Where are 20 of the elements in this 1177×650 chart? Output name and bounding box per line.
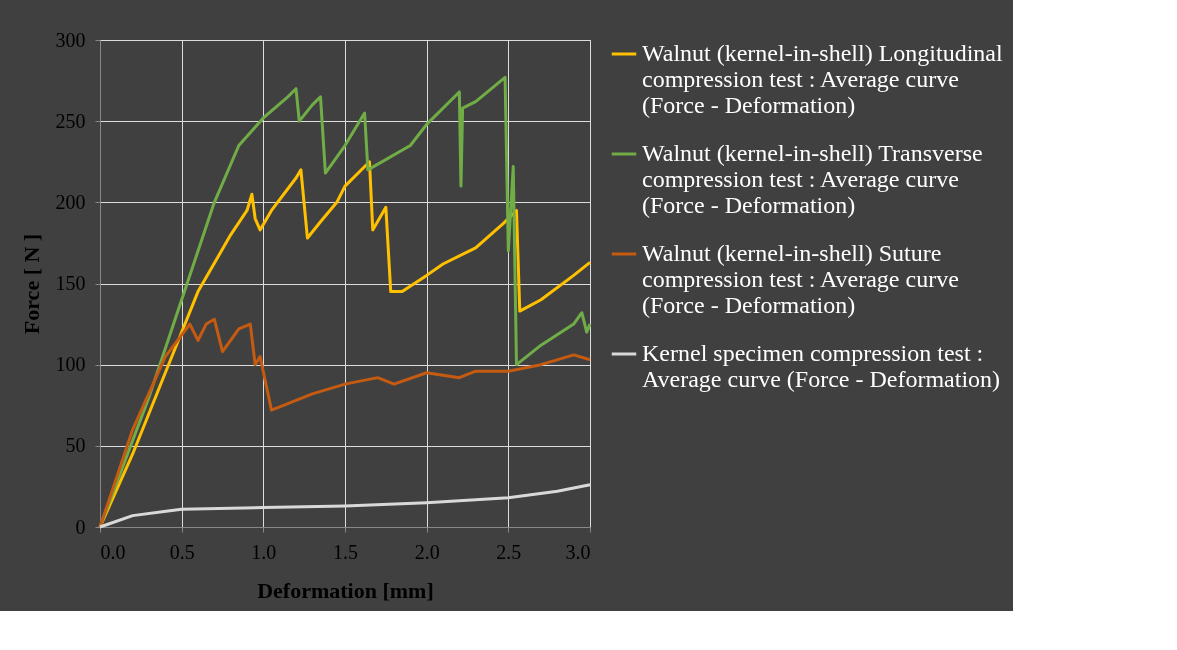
- legend-label: Walnut (kernel-in-shell) Transverse compression test : Average curve (Force - Deformation): [642, 140, 983, 218]
- y-tick-label: 200: [55, 190, 86, 213]
- y-tick-label: 100: [55, 353, 86, 376]
- y-tick-label: 150: [55, 272, 86, 294]
- y-tick-label: 0: [75, 515, 86, 538]
- x-tick-label: 1.0: [251, 540, 277, 563]
- legend-label: Walnut (kernel-in-shell) Longitudinal compression test : Average curve (Force - Deformation): [642, 40, 1003, 118]
- x-tick-label: 2.5: [496, 540, 522, 563]
- y-tick-label: 250: [55, 109, 86, 132]
- legend-label: Walnut (kernel-in-shell) Suture compression test : Average curve (Force - Deformation): [642, 240, 959, 318]
- x-tick-label: 0.0: [100, 540, 126, 563]
- x-tick-label: 3.0: [565, 540, 591, 563]
- legend-label: Kernel specimen compression test : Average curve (Force - Deformation): [642, 340, 1001, 392]
- x-tick-label: 2.0: [414, 540, 440, 563]
- x-tick-label: 1.5: [333, 540, 358, 563]
- y-tick-label: 50: [65, 434, 86, 457]
- x-axis-title: Deformation [mm]: [257, 577, 434, 603]
- y-tick-label: 300: [55, 28, 86, 51]
- x-tick-label: 0.5: [169, 540, 195, 563]
- y-axis-title: Force [ N ]: [18, 233, 44, 335]
